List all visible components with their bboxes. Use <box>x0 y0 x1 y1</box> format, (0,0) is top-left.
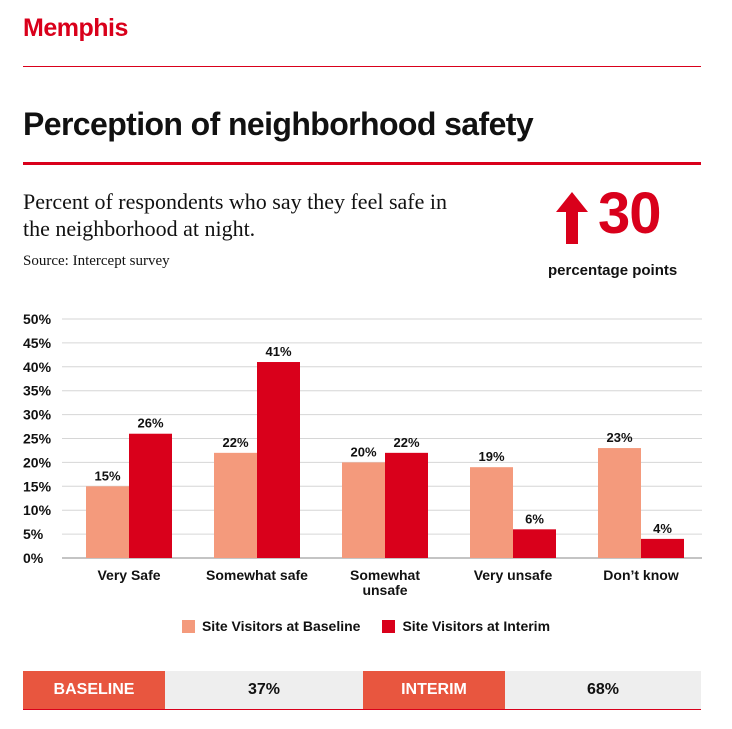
brand-title: Memphis <box>23 14 128 42</box>
highlight-value: 30 <box>598 181 662 246</box>
data-label: 19% <box>478 449 504 464</box>
y-tick-label: 25% <box>23 431 52 447</box>
y-tick-label: 40% <box>23 359 52 375</box>
x-tick-label: Very unsafe <box>474 567 553 583</box>
y-tick-label: 5% <box>23 526 44 542</box>
bar <box>342 462 385 558</box>
legend-label-baseline: Site Visitors at Baseline <box>201 618 361 634</box>
x-tick-label: Very Safe <box>97 567 160 583</box>
data-label: 41% <box>265 344 291 359</box>
data-label: 6% <box>525 511 544 526</box>
bar <box>214 452 257 558</box>
bar-chart: 0% 5% 10% 15% 20% 25% 30% 35% 40% 45% 50% 15% 26% Ver… <box>23 311 702 598</box>
y-tick-label: 30% <box>23 407 52 423</box>
title-divider <box>23 162 701 165</box>
bar <box>641 538 684 558</box>
baseline-label: BASELINE <box>23 671 165 709</box>
data-label: 23% <box>606 430 632 445</box>
y-tick-label: 45% <box>23 335 52 351</box>
y-tick-label: 15% <box>23 478 52 494</box>
legend-item-baseline: Site Visitors at Baseline <box>181 618 361 634</box>
x-tick-label: Somewhat safe <box>206 567 308 583</box>
highlight-caption: percentage points <box>548 262 678 279</box>
y-tick-label: 0% <box>23 550 44 566</box>
data-label: 4% <box>653 521 672 536</box>
page-title: Perception of neighborhood safety <box>23 106 534 142</box>
summary-divider <box>23 709 701 710</box>
interim-label: INTERIM <box>363 671 505 709</box>
x-tick-label: Somewhat <box>350 567 420 583</box>
summary-bar: BASELINE 37% INTERIM 68% <box>23 671 701 709</box>
data-label: 22% <box>222 435 248 450</box>
interim-value: 68% <box>505 671 701 709</box>
y-tick-label: 50% <box>23 311 52 327</box>
up-arrow-icon <box>556 192 588 244</box>
bar <box>598 448 641 558</box>
data-label: 15% <box>94 468 120 483</box>
legend-label-interim: Site Visitors at Interim <box>402 618 551 634</box>
top-divider <box>23 66 701 67</box>
chart-legend: Site Visitors at Baseline Site Visitors … <box>0 618 732 634</box>
bar <box>513 529 556 558</box>
y-tick-label: 35% <box>23 383 52 399</box>
y-tick-label: 20% <box>23 454 52 470</box>
chart-source: Source: Intercept survey <box>23 253 170 269</box>
x-tick-label: unsafe <box>362 582 407 598</box>
bar <box>129 433 172 558</box>
legend-swatch-baseline <box>181 619 195 633</box>
data-label: 22% <box>393 435 419 450</box>
baseline-value: 37% <box>165 671 363 709</box>
x-tick-label: Don’t know <box>603 567 679 583</box>
bar <box>385 452 428 558</box>
bar <box>470 467 513 558</box>
data-label: 20% <box>350 444 376 459</box>
bar <box>257 362 300 558</box>
legend-item-interim: Site Visitors at Interim <box>382 618 550 634</box>
chart-subtitle: Percent of respondents who say they feel… <box>23 189 447 241</box>
data-label: 26% <box>137 416 163 431</box>
bar <box>86 486 129 558</box>
y-tick-label: 10% <box>23 502 52 518</box>
legend-swatch-interim <box>382 619 396 633</box>
